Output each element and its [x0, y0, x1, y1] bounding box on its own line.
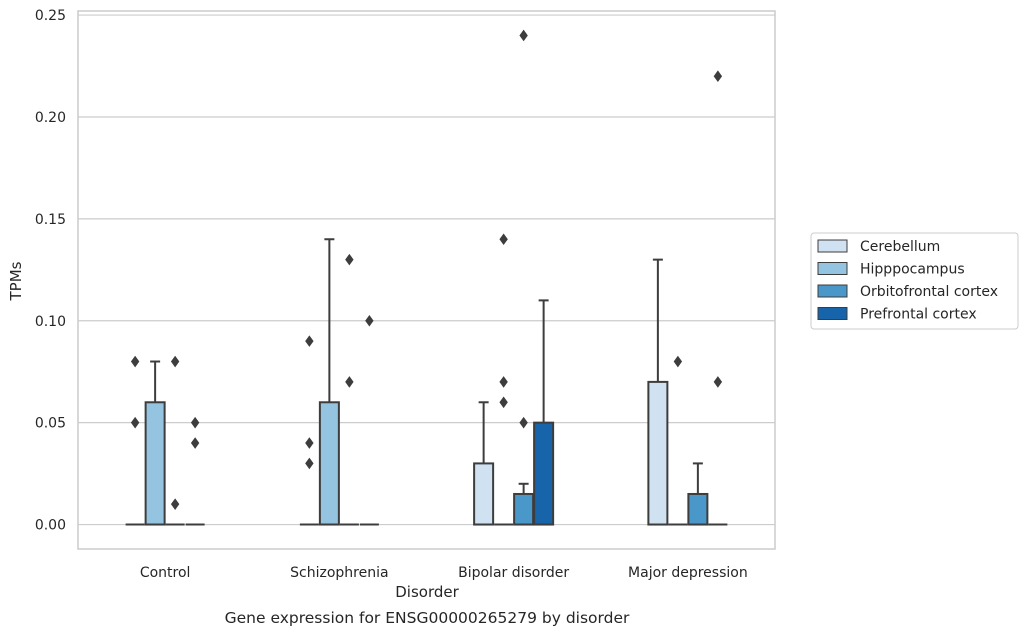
- outlier-point: [673, 355, 683, 368]
- outlier-point: [130, 416, 140, 429]
- outlier-point: [365, 314, 374, 327]
- outlier-point: [519, 29, 528, 42]
- outlier-point: [130, 355, 140, 368]
- y-tick-label: 0.15: [35, 212, 66, 228]
- chart-caption: Gene expression for ENSG00000265279 by d…: [225, 609, 630, 627]
- legend-swatch: [817, 284, 848, 298]
- box-group: [533, 299, 555, 526]
- box-group: [125, 355, 145, 526]
- legend-label: Hipppocampus: [860, 262, 965, 278]
- box-group: [687, 462, 709, 526]
- legend: Cerebellum Hipppocampus Orbitofrontal cort…: [810, 232, 1019, 330]
- outlier-point: [170, 498, 180, 510]
- y-axis-ticks: 0.00 0.05 0.10 0.15 0.20 0.25: [35, 8, 66, 533]
- x-tick-label: Schizophrenia: [290, 565, 388, 581]
- box-rect: [533, 421, 555, 526]
- box-group: [513, 29, 535, 526]
- outlier-point: [190, 437, 200, 449]
- outlier-point: [305, 437, 314, 449]
- box-group: [185, 416, 205, 526]
- y-tick-label: 0.20: [35, 110, 66, 126]
- box-group: [318, 238, 340, 526]
- outlier-point: [713, 70, 723, 83]
- legend-swatch: [817, 239, 848, 253]
- box-group: [299, 335, 319, 526]
- box-rect: [144, 401, 166, 526]
- box-rect: [687, 492, 709, 526]
- box-group: [494, 233, 514, 526]
- y-tick-label: 0.00: [35, 518, 66, 534]
- outlier-point: [305, 335, 314, 347]
- outlier-point: [713, 376, 723, 388]
- box-rect: [647, 380, 669, 526]
- box-rect: [318, 401, 340, 526]
- box-group: [165, 355, 185, 526]
- outlier-point: [499, 233, 508, 246]
- plot-area-frame: [77, 10, 776, 550]
- y-tick-label: 0.10: [35, 314, 66, 330]
- legend-label: Prefrontal cortex: [860, 307, 977, 323]
- legend-swatch: [817, 262, 848, 275]
- outlier-point: [345, 376, 354, 388]
- box-group: [708, 70, 728, 526]
- box-group: [359, 314, 379, 526]
- outlier-point: [499, 396, 508, 409]
- x-tick-label: Bipolar disorder: [458, 565, 569, 581]
- grid-lines: [78, 14, 775, 526]
- legend-label: Orbitofrontal cortex: [860, 284, 998, 300]
- box-group: [144, 360, 166, 526]
- x-axis-ticks: Control Schizophrenia Bipolar disorder Majo…: [140, 565, 748, 581]
- outlier-point: [170, 355, 180, 368]
- box-series-layer: [125, 29, 728, 526]
- box-group: [339, 253, 359, 526]
- outlier-point: [499, 376, 508, 388]
- box-rect: [473, 462, 495, 526]
- x-tick-label: Control: [140, 565, 191, 581]
- x-tick-label: Major depression: [628, 565, 748, 581]
- outlier-point: [345, 253, 354, 266]
- y-tick-label: 0.05: [35, 416, 66, 432]
- box-group: [473, 401, 495, 526]
- y-tick-label: 0.25: [35, 8, 66, 24]
- legend-label: Cerebellum: [860, 239, 940, 255]
- legend-frame: [810, 232, 1019, 330]
- legend-swatch: [817, 307, 848, 320]
- outlier-point: [190, 416, 200, 429]
- box-group: [668, 355, 688, 526]
- outlier-point: [305, 457, 314, 470]
- box-group: [647, 258, 669, 526]
- box-rect: [513, 492, 535, 526]
- y-axis-label: TPMs: [7, 261, 25, 301]
- outlier-point: [519, 416, 528, 429]
- x-axis-label: Disorder: [395, 583, 459, 601]
